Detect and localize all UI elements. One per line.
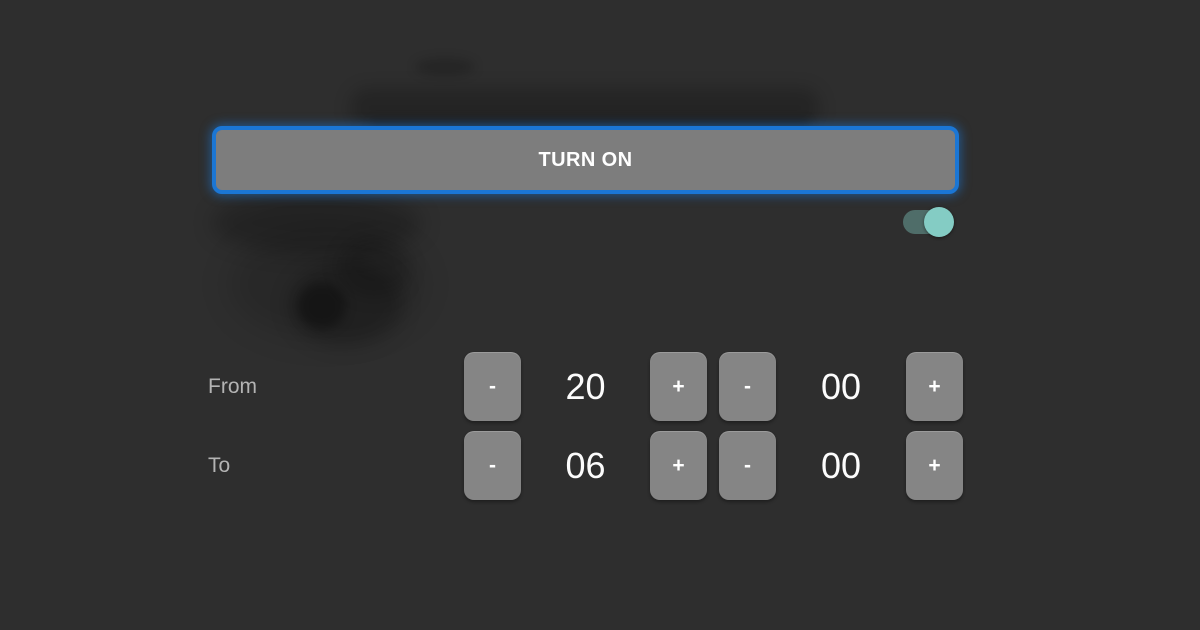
- to-hour-decrement-button[interactable]: -: [464, 431, 521, 500]
- to-hour-value: 06: [565, 445, 606, 486]
- to-hour-increment-button[interactable]: +: [650, 431, 707, 500]
- blurred-artifact: [415, 58, 475, 76]
- blurred-artifact: [228, 228, 423, 340]
- blurred-artifact: [288, 262, 403, 346]
- from-minute-value: 00: [820, 366, 862, 407]
- to-minute-increment-button[interactable]: +: [906, 431, 963, 500]
- from-hour-value: 20: [565, 366, 606, 407]
- blurred-text-artifact: [350, 88, 820, 128]
- to-minute-value: 00: [820, 445, 862, 486]
- toggle-thumb: [924, 207, 954, 237]
- from-hour-decrement-button[interactable]: -: [464, 352, 521, 421]
- blurred-artifact: [212, 192, 422, 254]
- blurred-artifact: [338, 236, 410, 298]
- schedule-toggle[interactable]: [903, 206, 955, 238]
- from-hour-increment-button[interactable]: +: [650, 352, 707, 421]
- to-label: To: [208, 454, 231, 477]
- from-minute-increment-button[interactable]: +: [906, 352, 963, 421]
- turn-on-button[interactable]: TURN ON: [212, 126, 959, 194]
- blurred-artifact: [298, 283, 346, 329]
- to-time-row: To - 06 + - 00 +: [0, 431, 1200, 500]
- from-label: From: [208, 375, 257, 398]
- from-minute-decrement-button[interactable]: -: [719, 352, 776, 421]
- from-time-row: From - 20 + - 00 +: [0, 352, 1200, 421]
- to-minute-decrement-button[interactable]: -: [719, 431, 776, 500]
